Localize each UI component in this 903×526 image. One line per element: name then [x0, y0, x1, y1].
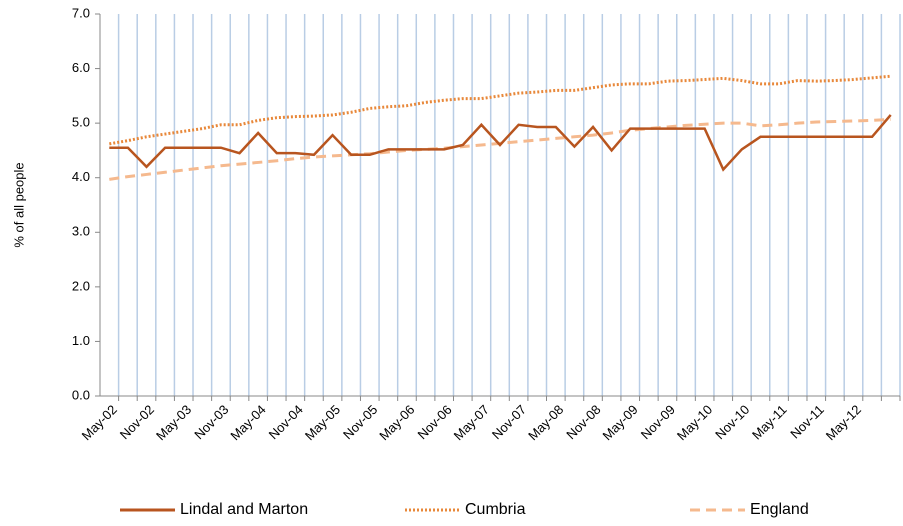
y-axis-label: % of all people — [11, 162, 26, 247]
x-tick-label: Nov-06 — [414, 402, 454, 442]
x-tick-label: Nov-09 — [638, 402, 678, 442]
x-tick-label: Nov-05 — [340, 402, 380, 442]
y-tick-label: 4.0 — [72, 169, 90, 184]
y-tick-label: 6.0 — [72, 60, 90, 75]
x-tick-label: May-05 — [302, 402, 343, 443]
y-tick-label: 1.0 — [72, 333, 90, 348]
x-tick-label: May-03 — [153, 402, 194, 443]
x-tick-label: May-08 — [525, 402, 566, 443]
x-tick-label: Nov-10 — [712, 402, 752, 442]
x-tick-label: May-10 — [674, 402, 715, 443]
series-line — [109, 74, 891, 146]
x-tick-label: Nov-02 — [117, 402, 157, 442]
x-tick-label: Nov-04 — [266, 402, 306, 442]
x-tick-label: May-04 — [227, 402, 268, 443]
y-tick-label: 3.0 — [72, 224, 90, 239]
y-tick-label: 0.0 — [72, 387, 90, 402]
y-tick-label: 2.0 — [72, 278, 90, 293]
x-tick-label: Nov-07 — [489, 402, 529, 442]
x-tick-label: Nov-11 — [787, 402, 827, 442]
x-tick-label: May-09 — [600, 402, 641, 443]
legend-label: Cumbria — [465, 501, 526, 518]
y-tick-label: 5.0 — [72, 115, 90, 130]
x-tick-label: May-11 — [749, 402, 790, 443]
x-tick-label: Nov-08 — [563, 402, 603, 442]
legend-label: England — [750, 501, 809, 518]
series-line — [109, 114, 892, 172]
x-tick-label: May-02 — [79, 402, 120, 443]
x-tick-label: May-12 — [823, 402, 864, 443]
y-tick-label: 7.0 — [72, 5, 90, 20]
x-tick-label: Nov-03 — [191, 402, 231, 442]
legend-label: Lindal and Marton — [180, 501, 308, 518]
x-tick-label: May-07 — [451, 402, 492, 443]
x-tick-label: May-06 — [376, 402, 417, 443]
